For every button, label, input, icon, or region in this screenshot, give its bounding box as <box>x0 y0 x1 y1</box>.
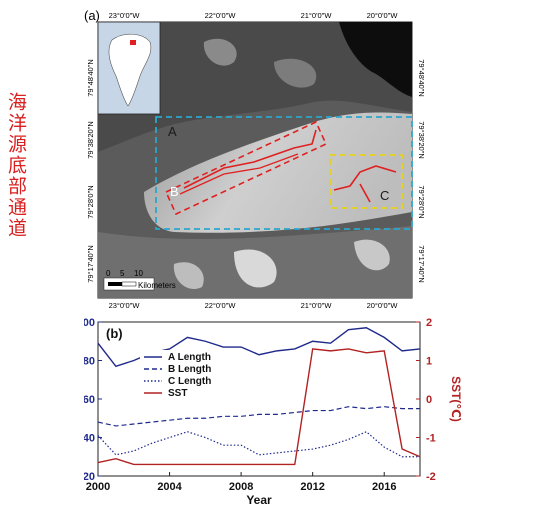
lon-label-bottom-0: 23°0'0"W <box>109 301 141 310</box>
y-right-tick-label: 1 <box>426 356 432 368</box>
lon-label-bottom-2: 21°0'0"W <box>301 301 333 310</box>
lon-label-top-0: 23°0'0"W <box>109 11 141 20</box>
map-panel-label: (a) <box>84 8 100 23</box>
y-left-tick-label: 80 <box>84 356 95 368</box>
y-right-tick-label: 0 <box>426 394 432 406</box>
side-caption: 海洋源底部通道 <box>5 92 27 239</box>
region-label-a: A <box>168 124 177 139</box>
svg-text:5: 5 <box>120 269 125 278</box>
lat-label-left-3: 79°17'40"N <box>86 245 95 283</box>
scale-bar: 0 5 10 Kilometers <box>103 269 176 291</box>
legend-entry: C Length <box>168 376 211 387</box>
lat-label-right-3: 79°17'40"N <box>417 245 426 283</box>
y-right-tick-label: 2 <box>426 318 432 329</box>
x-tick-label: 2004 <box>157 481 182 493</box>
legend-box <box>140 350 226 404</box>
lon-label-bottom-1: 22°0'0"W <box>205 301 237 310</box>
x-tick-label: 2008 <box>229 481 253 493</box>
y-left-tick-label: 60 <box>84 394 95 406</box>
map-coordinate-labels: 23°0'0"W 22°0'0"W 21°0'0"W 20°0'0"W 23°0'0"W… <box>86 11 426 310</box>
lat-label-left-1: 79°38'20"N <box>86 121 95 159</box>
y-right-tick-label: -2 <box>426 471 436 483</box>
x-tick-label: 2016 <box>372 481 396 493</box>
lat-label-right-1: 79°38'20"N <box>417 121 426 159</box>
length-sst-chart: 20002004200820122016Year20406080100Lengt… <box>84 318 463 507</box>
y-right-axis-label: SST(℃) <box>449 376 463 422</box>
region-box-a <box>155 116 413 230</box>
lat-label-right-0: 79°48'40"N <box>417 59 426 97</box>
lat-label-left-2: 79°28'0"N <box>86 185 95 218</box>
chart-axes: 20002004200820122016Year20406080100Lengt… <box>84 318 463 507</box>
legend-entry: A Length <box>168 352 211 363</box>
legend-entry: B Length <box>168 364 211 375</box>
svg-text:0: 0 <box>106 269 111 278</box>
lon-label-top-3: 20°0'0"W <box>367 11 399 20</box>
svg-text:10: 10 <box>134 269 143 278</box>
y-left-tick-label: 20 <box>84 471 95 483</box>
lon-label-top-1: 22°0'0"W <box>205 11 237 20</box>
series-line-sst <box>97 348 421 466</box>
lon-label-top-2: 21°0'0"W <box>301 11 333 20</box>
lat-label-left-0: 79°48'40"N <box>86 59 95 97</box>
plot-area <box>97 321 421 477</box>
legend-entry: SST <box>168 388 187 399</box>
channel-line-a <box>183 129 317 189</box>
satellite-image <box>98 22 412 298</box>
y-left-tick-label: 100 <box>84 318 95 329</box>
region-label-c: C <box>380 188 389 203</box>
chart-panel-label: (b) <box>106 326 123 341</box>
x-tick-label: 2012 <box>300 481 324 493</box>
y-left-tick-label: 40 <box>84 433 95 445</box>
series-line-c-length <box>97 431 420 458</box>
svg-text:Kilometers: Kilometers <box>138 281 176 290</box>
channel-line-c <box>333 165 397 203</box>
lat-label-right-2: 79°28'0"N <box>417 185 426 218</box>
lon-label-bottom-3: 20°0'0"W <box>367 301 399 310</box>
x-axis-label: Year <box>246 493 272 507</box>
y-right-tick-label: -1 <box>426 433 436 445</box>
greenland-inset <box>97 21 161 115</box>
region-box-b <box>164 120 328 216</box>
region-box-c <box>329 154 403 209</box>
x-tick-label: 2000 <box>86 481 110 493</box>
region-label-b: B <box>170 184 179 199</box>
series-line-b-length <box>97 406 420 427</box>
channel-line-b <box>179 153 299 195</box>
map-panel: A B C 0 5 10 Kilometers (a) 23°0'0"W 22°0… <box>84 8 426 310</box>
